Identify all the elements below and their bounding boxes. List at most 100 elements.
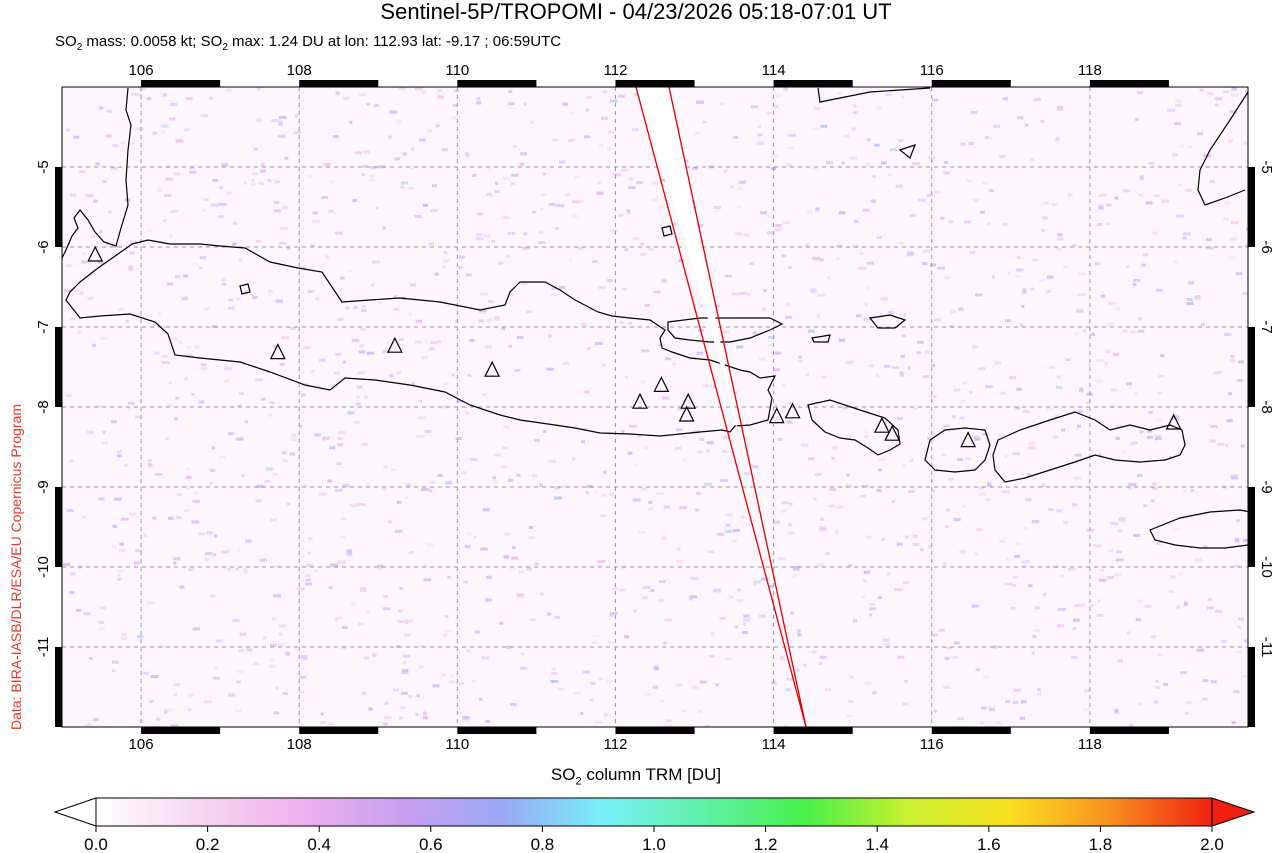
so2-pixel [252,295,258,299]
so2-pixel [228,306,235,310]
so2-pixel [156,188,162,192]
so2-pixel [1072,244,1077,248]
so2-pixel [913,407,918,411]
so2-pixel [705,725,710,727]
so2-pixel [691,685,700,689]
so2-pixel [204,307,210,311]
so2-pixel [774,104,779,108]
so2-pixel [653,665,659,668]
lon-label-top: 110 [445,62,469,79]
so2-pixel [1235,650,1241,654]
lat-label-right: -11 [1258,637,1272,658]
so2-pixel [507,231,516,235]
so2-pixel [430,209,438,213]
so2-pixel [665,725,673,727]
so2-pixel [1136,599,1143,603]
so2-pixel [504,532,510,536]
so2-pixel [404,633,411,637]
so2-pixel [664,618,673,622]
so2-pixel [983,675,990,679]
so2-pixel [861,484,869,488]
so2-pixel [1138,193,1143,197]
so2-pixel [689,595,698,599]
so2-pixel [1122,450,1127,454]
colorbar-tick-label: 0.4 [307,835,331,853]
so2-pixel [66,128,70,132]
so2-pixel [1034,97,1042,101]
so2-pixel [609,612,618,616]
so2-pixel [430,340,439,344]
so2-pixel [662,396,670,400]
so2-pixel [1105,349,1111,353]
so2-pixel [402,669,409,672]
so2-pixel [206,531,214,535]
so2-pixel [203,700,212,704]
so2-pixel [1129,330,1137,334]
so2-pixel [453,89,459,93]
so2-pixel [1106,322,1115,326]
so2-pixel [1154,435,1162,438]
so2-pixel [419,644,425,648]
so2-pixel [1228,139,1233,143]
so2-pixel [187,708,192,712]
so2-pixel [675,446,682,450]
so2-pixel [534,439,540,442]
so2-pixel [1127,631,1131,635]
so2-pixel [707,550,715,554]
so2-pixel [220,550,229,554]
so2-pixel [1128,487,1133,491]
so2-pixel [1083,708,1090,712]
so2-pixel [451,116,460,120]
so2-pixel [1240,444,1245,448]
so2-pixel [907,366,911,370]
so2-pixel [120,517,129,521]
so2-pixel [516,595,525,599]
so2-pixel [995,721,1002,725]
so2-pixel [1154,441,1158,445]
so2-pixel [792,574,796,578]
so2-pixel [361,442,368,446]
so2-pixel [501,465,508,469]
so2-pixel [962,504,967,508]
so2-pixel [348,269,352,273]
so2-pixel [867,261,874,265]
so2-pixel [608,130,614,134]
so2-pixel [98,620,104,624]
so2-pixel [175,275,180,279]
so2-pixel [1151,486,1158,490]
so2-pixel [192,627,200,631]
so2-pixel [1167,108,1175,112]
so2-pixel [862,208,870,212]
so2-pixel [268,413,272,417]
so2-pixel [198,400,205,404]
triangle-icon [873,416,890,433]
so2-pixel [1041,484,1045,487]
so2-pixel [502,446,509,450]
so2-pixel [1163,683,1168,687]
so2-pixel [238,649,245,653]
so2-pixel [236,297,242,301]
triangle-icon [960,431,977,448]
so2-pixel [243,568,248,572]
so2-pixel [1106,203,1112,207]
so2-pixel [1226,419,1233,423]
so2-pixel [1030,287,1035,291]
so2-pixel [647,247,654,251]
so2-pixel [1229,110,1237,114]
so2-pixel [1150,499,1155,503]
so2-pixel [92,343,96,347]
so2-pixel [585,491,590,495]
so2-pixel [442,265,446,269]
so2-pixel [1142,253,1149,257]
triangle-icon [1165,413,1182,430]
so2-pixel [530,618,536,622]
so2-pixel [377,301,382,305]
so2-pixel [592,260,598,263]
so2-pixel [1007,271,1011,275]
so2-pixel [860,495,866,498]
so2-pixel [359,589,367,593]
so2-pixel [1021,564,1026,568]
so2-pixel [593,490,598,494]
so2-pixel [785,688,790,692]
